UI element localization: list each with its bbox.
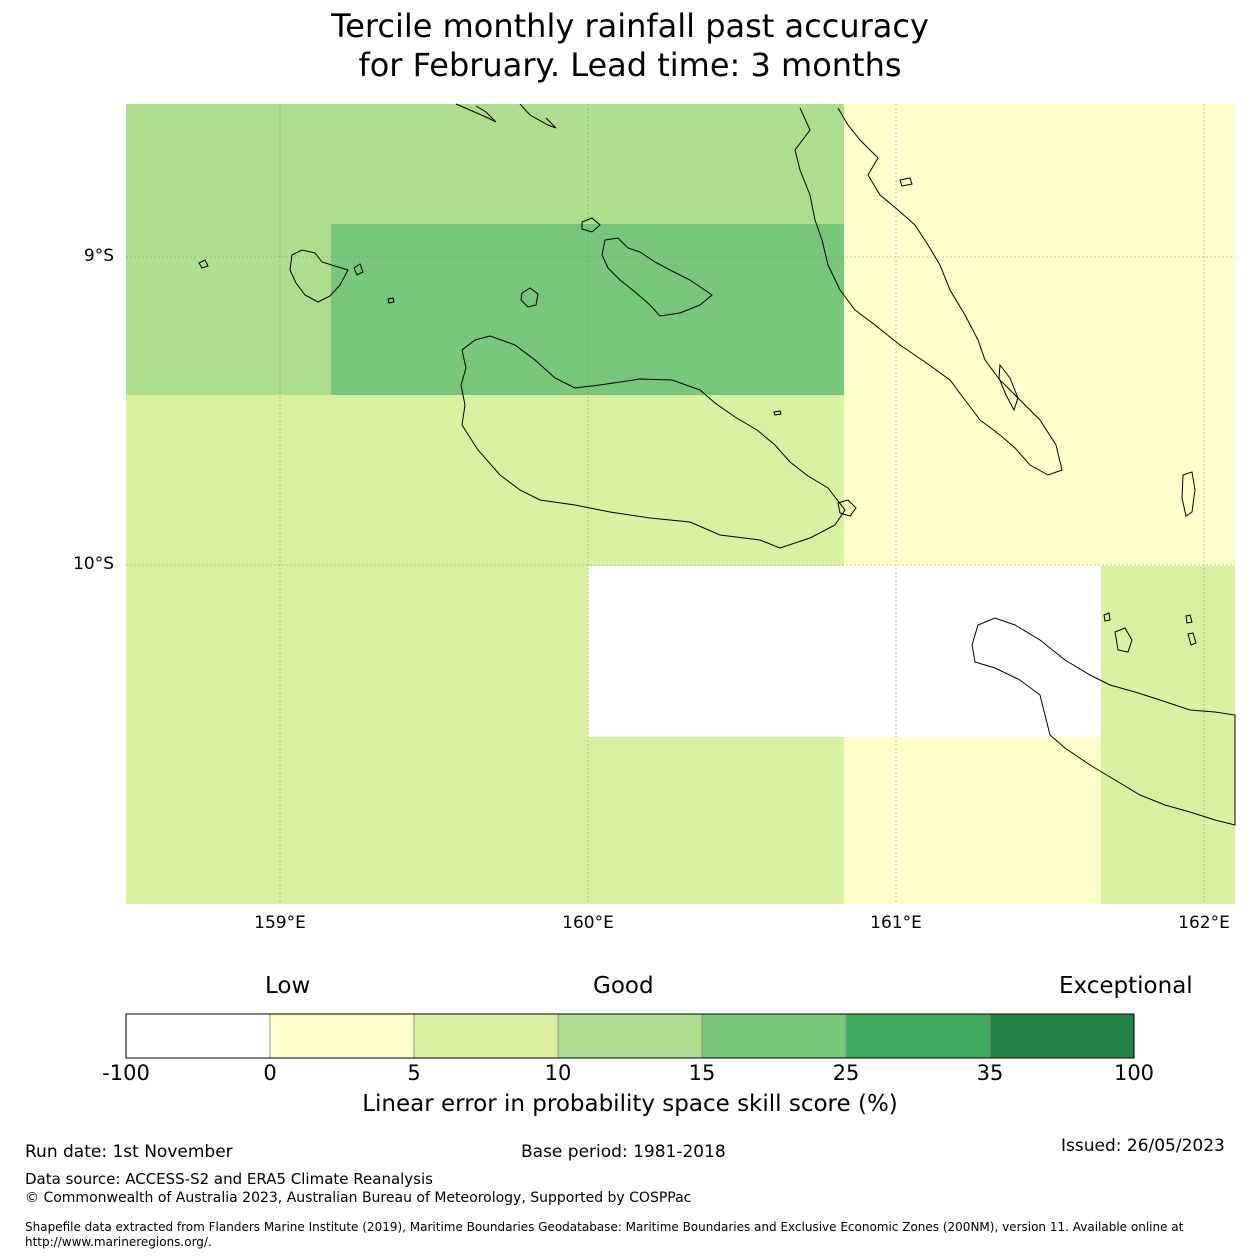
small-island-9 bbox=[1185, 614, 1193, 624]
run-date: Run date: 1st November bbox=[25, 1142, 233, 1162]
colorbar-tick: 15 bbox=[688, 1061, 716, 1085]
cell-no-skill bbox=[588, 566, 1101, 737]
data-source: Data source: ACCESS-S2 and ERA5 Climate … bbox=[25, 1170, 433, 1188]
lon-label-162e: 162°E bbox=[1178, 913, 1230, 933]
colorbar bbox=[125, 1013, 1135, 1059]
small-island-12 bbox=[773, 410, 782, 416]
small-island-7 bbox=[1114, 627, 1133, 653]
colorbar-label: Linear error in probability space skill … bbox=[362, 1091, 898, 1117]
cell-5-10-far-east bbox=[1101, 566, 1235, 904]
colorbar-bin-15-25 bbox=[701, 1013, 847, 1059]
small-island-10 bbox=[1187, 632, 1197, 646]
nggela-coast bbox=[601, 237, 713, 317]
chart-title-line1: Tercile monthly rainfall past accuracy bbox=[331, 7, 929, 45]
north-fragment-2 bbox=[519, 103, 557, 129]
small-island-1 bbox=[581, 217, 601, 233]
colorbar-tick: 10 bbox=[544, 1061, 572, 1085]
lon-label-159e: 159°E bbox=[254, 913, 306, 933]
issued-date: Issued: 26/05/2023 bbox=[1061, 1136, 1225, 1156]
small-island-8 bbox=[1103, 612, 1111, 622]
north-fragment-1 bbox=[455, 103, 497, 123]
shapefile-credit: Shapefile data extracted from Flanders M… bbox=[25, 1220, 1184, 1249]
graticule bbox=[126, 104, 1235, 904]
colorbar-tick: 100 bbox=[1113, 1061, 1155, 1085]
cell-5-10-south bbox=[588, 737, 844, 904]
legend-category-low: Low bbox=[265, 973, 311, 999]
skill-map bbox=[126, 103, 1236, 904]
cell-5-10-sw bbox=[126, 566, 588, 904]
legend-category-exceptional: Exceptional bbox=[1059, 973, 1193, 999]
legend-category-good: Good bbox=[593, 973, 654, 999]
colorbar-tick: 35 bbox=[976, 1061, 1004, 1085]
makira-coast bbox=[971, 617, 1236, 826]
colorbar-bin-0-5 bbox=[269, 1013, 415, 1059]
lat-label-10s: 10°S bbox=[73, 554, 114, 574]
lon-label-161e: 161°E bbox=[870, 913, 922, 933]
colorbar-bin-10-15 bbox=[557, 1013, 703, 1059]
small-island-4 bbox=[387, 297, 395, 304]
colorbar-tick: 0 bbox=[263, 1061, 277, 1085]
colorbar-frame bbox=[125, 1013, 1135, 1059]
small-island-11 bbox=[837, 499, 857, 517]
colorbar-bin-35-100 bbox=[989, 1013, 1135, 1059]
base-period: Base period: 1981-2018 bbox=[521, 1142, 726, 1162]
chart-title-line2: for February. Lead time: 3 months bbox=[358, 46, 902, 84]
small-malaita-isle bbox=[998, 363, 1019, 412]
russell-islands-coast bbox=[289, 249, 349, 303]
colorbar-tick: -100 bbox=[102, 1061, 150, 1085]
colorbar-bin-minus100-0 bbox=[125, 1013, 271, 1059]
cell-0-5-east bbox=[844, 104, 1235, 566]
savo-coast bbox=[520, 287, 539, 308]
coastlines bbox=[198, 103, 1236, 826]
lon-label-160e: 160°E bbox=[562, 913, 614, 933]
cell-0-5-se bbox=[844, 737, 1101, 904]
colorbar-tick: 5 bbox=[407, 1061, 421, 1085]
copyright: © Commonwealth of Australia 2023, Austra… bbox=[25, 1190, 692, 1206]
guadalcanal-coast bbox=[460, 335, 846, 549]
skill-grid-cells bbox=[126, 104, 1235, 904]
colorbar-bin-5-10 bbox=[413, 1013, 559, 1059]
malaita-coast bbox=[794, 107, 1063, 476]
cell-5-10-mid bbox=[126, 395, 844, 566]
cell-15-25 bbox=[331, 224, 844, 395]
small-island-5 bbox=[1181, 471, 1196, 517]
lat-label-9s: 9°S bbox=[83, 246, 114, 266]
small-island-2 bbox=[198, 259, 209, 269]
colorbar-tick: 25 bbox=[832, 1061, 860, 1085]
colorbar-bin-25-35 bbox=[845, 1013, 991, 1059]
small-island-3 bbox=[353, 263, 364, 276]
small-island-6 bbox=[899, 177, 913, 187]
